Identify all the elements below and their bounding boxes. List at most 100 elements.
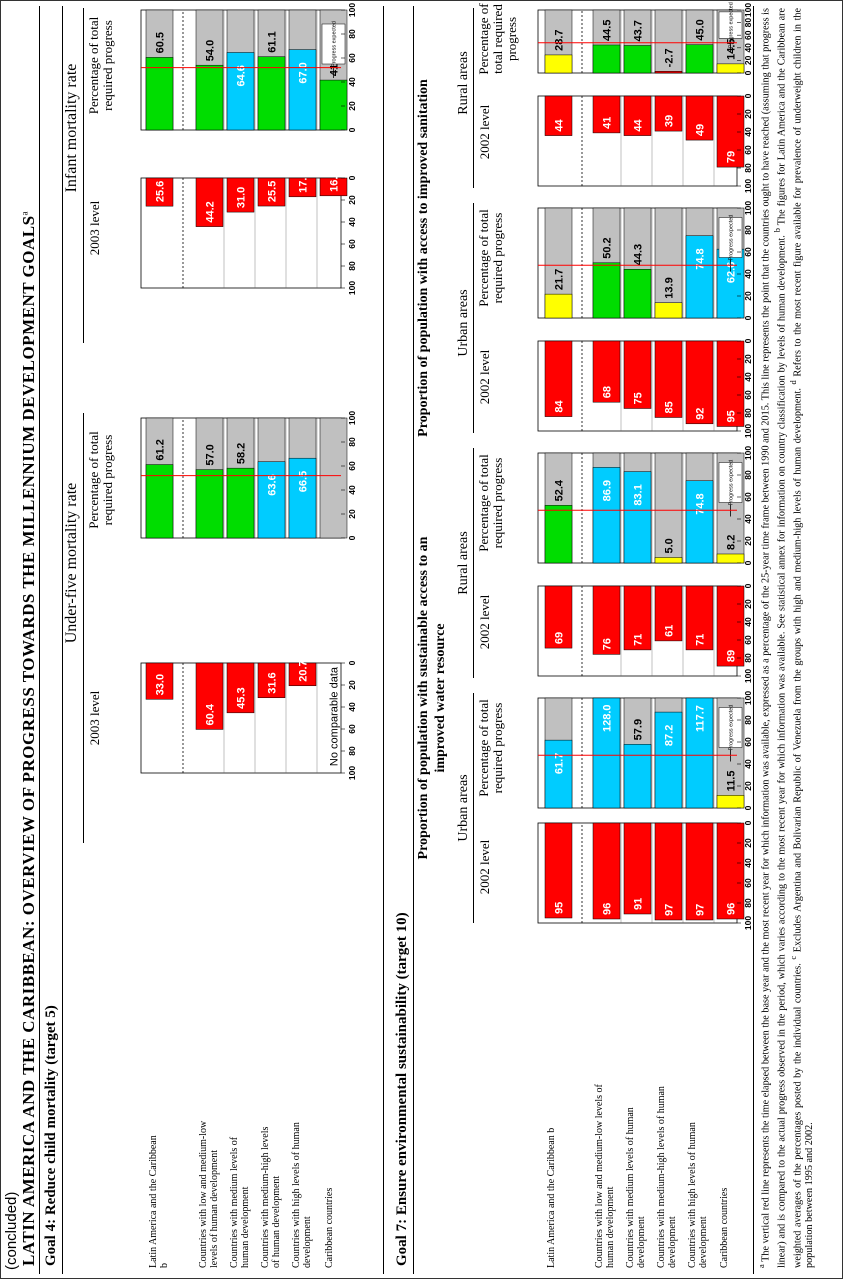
bar-1: [195, 177, 224, 227]
bar-1: [592, 585, 621, 655]
value-label-1: 60.4: [205, 703, 217, 725]
value-label-1: 44.5: [602, 20, 614, 41]
bar-2: [623, 585, 652, 651]
value-label-3: 61.1: [267, 31, 279, 52]
tick-label: 0: [347, 127, 357, 132]
tick-label: 40: [743, 269, 753, 279]
value-label-5: 11.5: [726, 771, 738, 792]
bar-1: [592, 822, 621, 920]
tick-label: 40: [743, 127, 753, 137]
tick-label: 40: [347, 77, 357, 87]
tick-label: 80: [743, 715, 753, 725]
tick-label: 100: [347, 281, 357, 295]
tick-label: 40: [743, 617, 753, 627]
tick-label: 20: [743, 838, 753, 848]
tick-label: 80: [743, 225, 753, 235]
tick-label: 80: [347, 746, 357, 756]
expected-label: Progress expected: [729, 2, 735, 48]
value-label-4: 49: [695, 124, 707, 136]
value-label-0: 28.7: [554, 29, 566, 50]
bar-4: [288, 49, 317, 131]
bar-3: [654, 340, 683, 418]
bar-2: [226, 177, 255, 213]
tick-label: 80: [743, 470, 753, 480]
bar-3: [654, 95, 683, 132]
tick-label: 60: [347, 239, 357, 249]
value-label-4: 45.0: [695, 19, 707, 40]
value-label-1: 54.0: [205, 40, 217, 61]
tick-label: 100: [743, 424, 753, 438]
expected-label: Progress expected: [332, 21, 338, 67]
expected-box: [718, 217, 743, 258]
chart-panel-water_urban_level: 95 96 91 97 97 96 0 20 40 60 80 100: [537, 820, 753, 930]
value-label-3: 63.6: [267, 474, 279, 495]
tick-label: 20: [743, 536, 753, 546]
bar-4: [685, 822, 714, 921]
bar-5: [319, 177, 348, 197]
tick-label: 0: [743, 70, 753, 75]
tick-label: 60: [743, 30, 753, 40]
progress-background: [319, 417, 348, 539]
bar-0: [544, 293, 573, 319]
value-label-5: 79: [726, 151, 738, 163]
chart-panel-water_rural_progress: 52.4 86.9 83.1 5.0 74.8 8.2 Progress expected 0…: [537, 446, 753, 565]
bar-3: [654, 585, 683, 642]
value-label-5: 62.6: [726, 262, 738, 283]
value-label-4: 92: [695, 408, 707, 420]
value-label-4: 66.5: [298, 471, 310, 492]
tick-label: 40: [743, 759, 753, 769]
value-label-5: 16.2: [329, 170, 341, 191]
bar-0: [145, 464, 174, 539]
value-label-4: 74.8: [695, 248, 707, 269]
tick-label: 80: [347, 29, 357, 39]
tick-label: 60: [347, 724, 357, 734]
bar-2: [623, 340, 652, 409]
value-label-4: 117.7: [695, 705, 707, 732]
chart-panel-water_rural_level: 69 76 71 61 71 89 0 20 40 60 80 100: [537, 583, 753, 683]
expected-label: Progress expected: [729, 705, 735, 751]
value-label-5: 96: [726, 903, 738, 915]
progress-background: [654, 207, 683, 319]
value-label-3: 97: [664, 904, 676, 916]
expected-label: Progress expected: [729, 215, 735, 261]
value-label-5: 8.2: [726, 535, 738, 550]
value-label-4: 17.1: [298, 171, 310, 192]
value-label-2: 44.3: [633, 244, 645, 265]
tick-label: 60: [743, 635, 753, 645]
bar-4: [288, 662, 317, 687]
expected-box: [718, 462, 743, 503]
bar-5: [319, 79, 348, 131]
tick-label: 0: [743, 315, 753, 320]
bar-0: [544, 505, 573, 564]
tick-label: 40: [347, 485, 357, 495]
tick-label: 0: [743, 805, 753, 810]
bar-0: [145, 662, 174, 700]
bar-5: [716, 340, 745, 427]
bar-3: [654, 71, 683, 74]
bar-4: [685, 235, 714, 319]
bar-4: [685, 44, 714, 74]
value-label-5: 95: [726, 410, 738, 422]
value-label-3: 13.9: [664, 277, 676, 298]
tick-label: 20: [743, 109, 753, 119]
tick-label: 0: [347, 660, 357, 665]
bar-1: [195, 64, 224, 131]
tick-label: 0: [743, 820, 753, 825]
value-label-0: 60.5: [155, 32, 167, 53]
bar-1: [592, 697, 621, 809]
value-label-0: 33.0: [155, 674, 167, 695]
tick-label: 20: [743, 291, 753, 301]
bar-0: [544, 822, 573, 919]
tick-label: 100: [743, 3, 753, 17]
tick-label: 40: [347, 702, 357, 712]
value-label-1: 57.0: [205, 444, 217, 465]
value-label-2: 64.6: [236, 65, 248, 86]
value-label-1: 68: [602, 386, 614, 398]
value-label-0: 44: [554, 118, 566, 131]
value-label-3: -2.7: [664, 48, 676, 67]
tick-label: 0: [347, 535, 357, 540]
bar-3: [257, 177, 286, 207]
tick-label: 100: [743, 669, 753, 683]
